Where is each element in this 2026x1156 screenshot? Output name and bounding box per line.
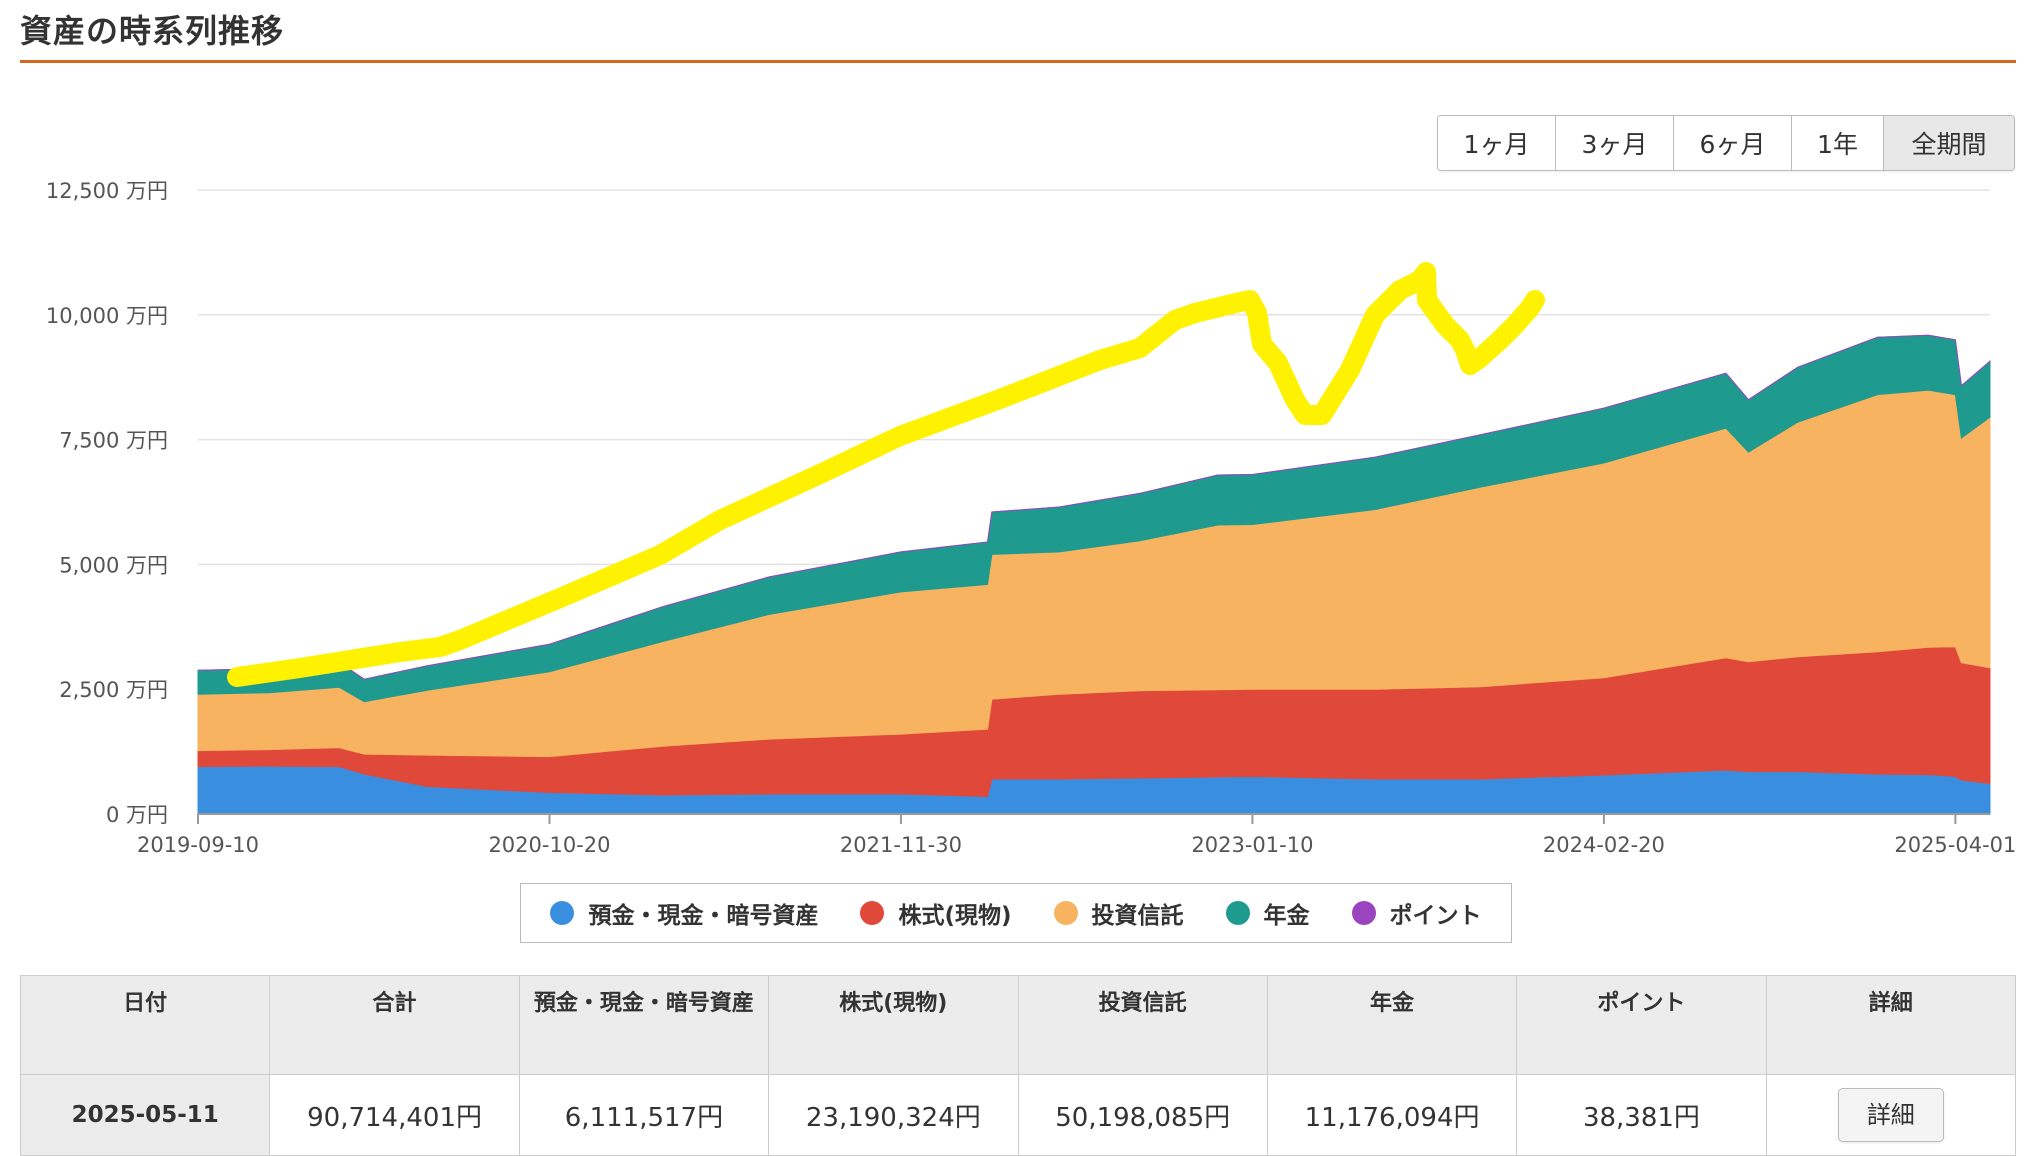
title-divider: [20, 60, 2016, 63]
y-tick-label: 10,000 万円: [46, 304, 168, 328]
header-pension: 年金: [1266, 975, 1518, 1075]
chart-axes: 0 万円 2,500 万円 5,000 万円 7,500 万円 10,000 万円 12,…: [46, 179, 2017, 857]
asset-summary-table: 日付 合計 預金・現金・暗号資産 株式(現物) 投資信託 年金 ポイント 詳細 …: [19, 975, 2017, 1156]
header-stock: 株式(現物): [768, 975, 1019, 1075]
detail-button[interactable]: 詳細: [1837, 1088, 1944, 1142]
legend-label: 株式(現物): [898, 903, 1012, 929]
x-tick-label: 2021-11-30: [840, 833, 962, 857]
cell-total: 90,714,401円: [269, 1074, 520, 1156]
cell-stock: 23,190,324円: [768, 1074, 1019, 1156]
chart-areas: [197, 334, 1991, 815]
area-series-point: [197, 334, 1991, 680]
hand-drawn-trend-line: [227, 262, 1545, 687]
cell-pension: 11,176,094円: [1266, 1074, 1518, 1156]
period-6-months-button[interactable]: 6ヶ月: [1674, 116, 1792, 170]
cell-fund: 50,198,085円: [1017, 1074, 1268, 1156]
table-header-row: 日付 合計 預金・現金・暗号資産 株式(現物) 投資信託 年金 ポイント 詳細: [19, 975, 2017, 1075]
cell-point: 38,381円: [1516, 1074, 1767, 1156]
total-value: 90,714,401円: [307, 1097, 482, 1134]
legend-item-stock[interactable]: 株式(現物): [860, 896, 1012, 930]
x-tick-label: 2024-02-20: [1543, 833, 1665, 857]
y-tick-label: 0 万円: [106, 803, 168, 827]
y-tick-label: 7,500 万円: [59, 429, 168, 453]
legend-item-pension[interactable]: 年金: [1225, 896, 1310, 930]
table-row: 2025-05-11 90,714,401円 6,111,517円 23,190…: [19, 1074, 2017, 1156]
page-title: 資産の時系列推移: [20, 12, 285, 50]
x-tick-label: 2019-09-10: [137, 833, 259, 857]
x-tick-label: 2025-04-01: [1894, 833, 2016, 857]
header-fund: 投資信託: [1017, 975, 1268, 1075]
chart-legend: 預金・現金・暗号資産 株式(現物) 投資信託 年金 ポイント: [520, 883, 1512, 943]
cell-detail: 詳細: [1765, 1074, 2017, 1156]
legend-label: 投資信託: [1091, 903, 1184, 929]
legend-label: ポイント: [1389, 903, 1482, 929]
period-all-button[interactable]: 全期間: [1884, 116, 2014, 170]
period-1-year-button[interactable]: 1年: [1792, 116, 1884, 170]
legend-item-point[interactable]: ポイント: [1351, 896, 1482, 930]
legend-dot-icon: [550, 901, 575, 925]
legend-dot-icon: [1225, 901, 1250, 925]
y-tick-label: 12,500 万円: [46, 179, 168, 203]
header-point: ポイント: [1516, 975, 1767, 1075]
header-deposit: 預金・現金・暗号資産: [518, 975, 770, 1075]
period-selector: 1ヶ月 3ヶ月 6ヶ月 1年 全期間: [1437, 115, 2015, 171]
legend-label: 預金・現金・暗号資産: [588, 903, 819, 929]
x-tick-label: 2020-10-20: [488, 833, 610, 857]
x-tick-label: 2023-01-10: [1191, 833, 1313, 857]
legend-dot-icon: [1351, 901, 1376, 925]
legend-dot-icon: [1053, 901, 1078, 925]
cell-date: 2025-05-11: [19, 1074, 271, 1156]
y-tick-label: 2,500 万円: [59, 678, 168, 702]
cell-deposit: 6,111,517円: [518, 1074, 770, 1156]
period-3-months-button[interactable]: 3ヶ月: [1556, 116, 1674, 170]
y-tick-label: 5,000 万円: [59, 553, 168, 577]
header-date: 日付: [19, 975, 271, 1075]
header-detail: 詳細: [1765, 975, 2017, 1075]
asset-area-chart: 0 万円 2,500 万円 5,000 万円 7,500 万円 10,000 万円 12,…: [46, 179, 2017, 857]
legend-label: 年金: [1263, 903, 1310, 929]
chart-annotation: [227, 262, 1545, 687]
legend-item-deposit[interactable]: 預金・現金・暗号資産: [550, 896, 818, 930]
legend-dot-icon: [860, 901, 885, 925]
header-total: 合計: [269, 975, 520, 1075]
period-1-month-button[interactable]: 1ヶ月: [1438, 116, 1556, 170]
legend-item-fund[interactable]: 投資信託: [1053, 896, 1184, 930]
